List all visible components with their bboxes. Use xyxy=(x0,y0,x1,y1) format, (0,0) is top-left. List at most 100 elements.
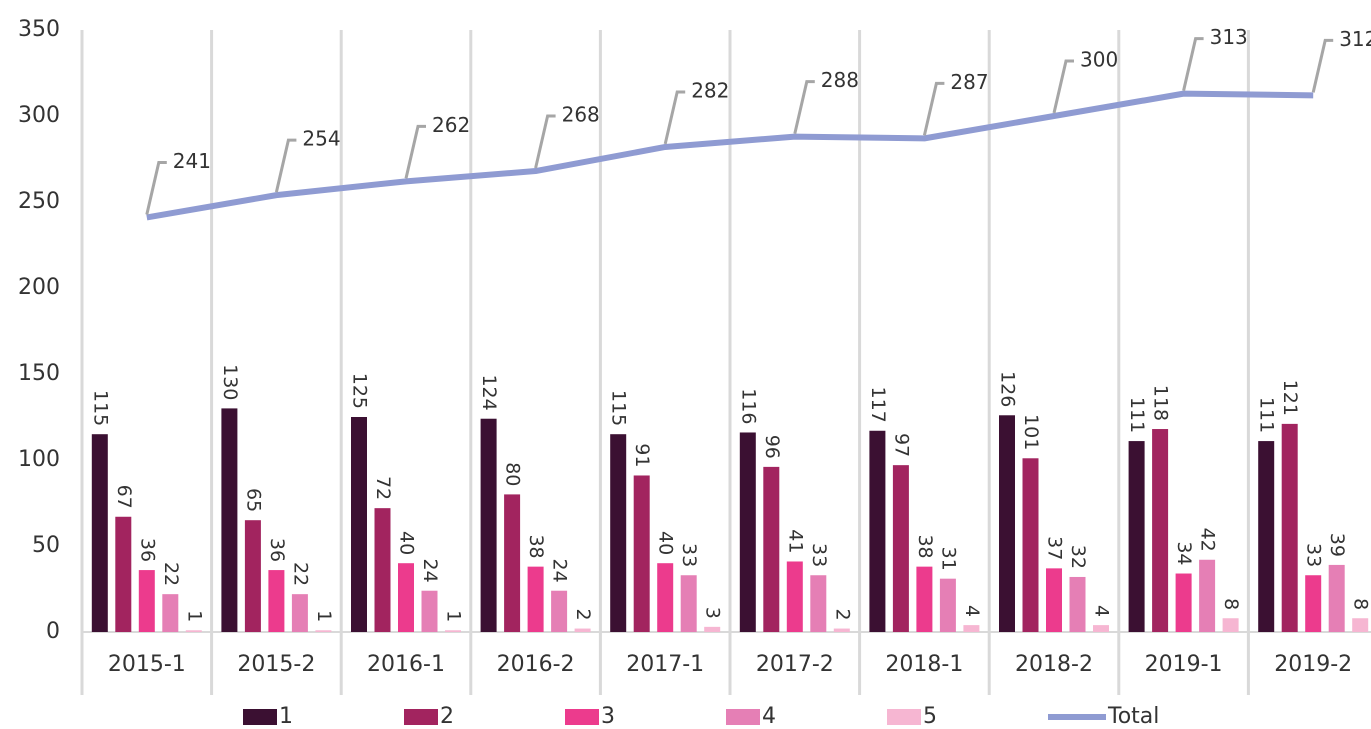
bar xyxy=(185,630,202,632)
data-label: 2 xyxy=(831,608,853,620)
data-label: 8 xyxy=(1350,598,1371,610)
data-label: 111 xyxy=(1256,397,1278,433)
data-label: 287 xyxy=(950,70,988,94)
bar xyxy=(504,494,521,632)
data-label: 34 xyxy=(1173,541,1195,565)
data-label: 38 xyxy=(914,534,936,558)
data-label: 1 xyxy=(183,610,205,622)
bar xyxy=(786,561,803,632)
bar xyxy=(527,566,544,632)
bar xyxy=(162,594,179,632)
bar xyxy=(351,417,367,632)
legend-label: 5 xyxy=(923,704,937,729)
legend-label: 2 xyxy=(440,704,454,729)
bar xyxy=(1222,618,1239,632)
data-label: 101 xyxy=(1020,414,1042,450)
y-tick-label: 150 xyxy=(18,361,60,386)
data-label: 313 xyxy=(1210,25,1248,49)
bar xyxy=(1199,559,1216,632)
legend-swatch xyxy=(565,709,599,725)
data-label: 32 xyxy=(1067,545,1089,569)
data-label: 41 xyxy=(784,529,806,553)
y-tick-label: 0 xyxy=(46,619,60,644)
bar xyxy=(763,466,780,632)
bar xyxy=(1046,568,1062,632)
leader-line xyxy=(793,80,815,134)
data-label: 36 xyxy=(266,538,288,562)
leader-line xyxy=(922,81,945,136)
data-label: 3 xyxy=(702,607,724,619)
data-label: 22 xyxy=(289,562,311,586)
leader-line xyxy=(663,90,686,145)
data-label: 65 xyxy=(242,488,264,512)
data-label: 312 xyxy=(1339,27,1371,51)
leader-line xyxy=(404,124,426,179)
bar xyxy=(1281,423,1298,632)
data-label: 33 xyxy=(678,543,700,567)
bar xyxy=(739,432,756,632)
data-label: 22 xyxy=(160,562,182,586)
bar xyxy=(1305,575,1322,632)
data-label: 91 xyxy=(631,443,653,467)
bar xyxy=(680,575,697,632)
data-label: 38 xyxy=(525,534,547,558)
data-label: 24 xyxy=(549,559,571,583)
data-label: 96 xyxy=(761,435,783,459)
data-label: 31 xyxy=(937,546,959,570)
bar xyxy=(1093,625,1109,632)
data-label: 300 xyxy=(1080,48,1118,72)
data-label: 36 xyxy=(136,538,158,562)
bar xyxy=(833,628,850,632)
data-label: 42 xyxy=(1197,528,1219,552)
data-label: 2 xyxy=(572,608,594,620)
x-tick-label: 2017-1 xyxy=(626,652,704,677)
data-label: 115 xyxy=(608,390,630,426)
data-label: 72 xyxy=(372,476,394,500)
x-tick-label: 2016-2 xyxy=(497,652,575,677)
bar xyxy=(1352,618,1369,632)
bar xyxy=(480,418,497,632)
leader-line xyxy=(1052,59,1074,114)
data-label: 116 xyxy=(737,388,759,424)
leader-line xyxy=(534,114,556,169)
x-tick-label: 2017-2 xyxy=(756,652,834,677)
data-label: 4 xyxy=(1091,605,1113,617)
data-label: 115 xyxy=(89,390,111,426)
data-label: 33 xyxy=(1303,543,1325,567)
data-label: 126 xyxy=(997,371,1019,407)
bar xyxy=(963,625,980,632)
data-label: 80 xyxy=(502,462,524,486)
y-tick-label: 200 xyxy=(18,275,60,300)
bar xyxy=(1128,441,1145,632)
leader-line xyxy=(274,138,297,193)
data-label: 262 xyxy=(432,113,470,137)
bar xyxy=(1328,564,1345,632)
data-label: 24 xyxy=(419,559,441,583)
bar xyxy=(704,626,721,632)
legend-swatch xyxy=(887,709,921,725)
bar xyxy=(916,566,933,632)
legend-swatch xyxy=(404,709,438,725)
bar xyxy=(1152,429,1169,632)
data-label: 288 xyxy=(821,68,859,92)
bar xyxy=(374,508,391,632)
data-label: 97 xyxy=(890,433,912,457)
legend-swatch xyxy=(726,709,760,725)
data-label: 125 xyxy=(349,373,371,409)
leader-line xyxy=(1182,37,1204,91)
bar xyxy=(421,590,438,632)
data-label: 118 xyxy=(1150,385,1172,421)
legend-label: 4 xyxy=(762,704,776,729)
data-label: 117 xyxy=(867,386,889,422)
bar xyxy=(1175,573,1192,632)
data-label: 1 xyxy=(313,610,335,622)
data-label: 67 xyxy=(113,485,135,509)
bar xyxy=(869,430,886,632)
total-line xyxy=(146,90,1314,221)
x-tick-label: 2016-1 xyxy=(367,652,445,677)
leader-line xyxy=(145,160,167,215)
bar xyxy=(398,563,414,632)
data-label: 124 xyxy=(478,374,500,410)
x-tick-label: 2019-2 xyxy=(1274,652,1352,677)
